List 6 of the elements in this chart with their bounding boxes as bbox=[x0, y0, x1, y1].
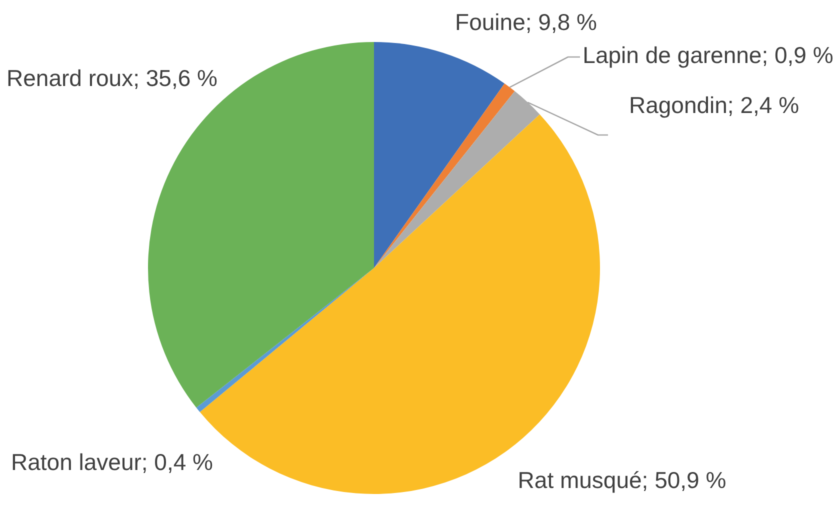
slice-label: Ragondin; 2,4 % bbox=[628, 92, 800, 119]
slice-label: Renard roux; 35,6 % bbox=[6, 65, 218, 92]
slice-label: Rat musqué; 50,9 % bbox=[518, 467, 726, 494]
slice-label: Fouine; 9,8 % bbox=[455, 9, 597, 36]
slice-label: Lapin de garenne; 0,9 % bbox=[582, 42, 834, 69]
slice-label: Raton laveur; 0,4 % bbox=[10, 449, 214, 476]
